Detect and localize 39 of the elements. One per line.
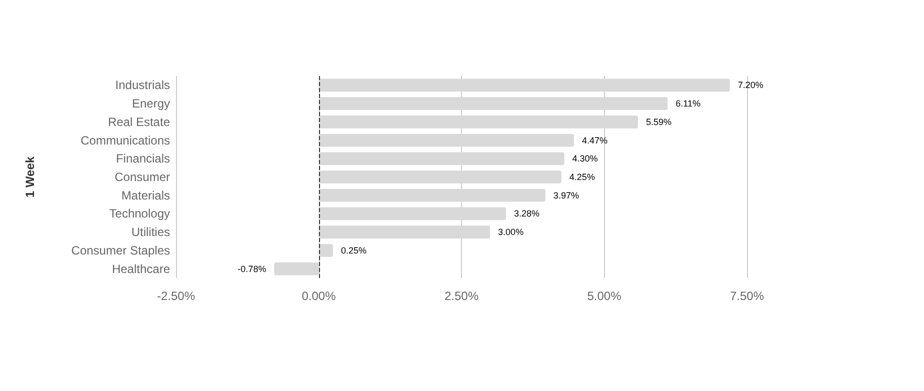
x-tick-label: 2.50% [444,289,479,303]
data-label: 3.97% [553,190,579,200]
data-label: -0.78% [238,264,266,274]
data-label: 4.47% [582,135,608,146]
x-tick-label: 5.00% [587,289,622,303]
y-tick-label: Utilities [131,225,170,240]
bar [318,134,574,147]
x-tick-label: 0.00% [302,289,336,303]
y-tick-label: Materials [121,188,170,202]
data-label: 6.11% [676,98,700,109]
data-label: 4.25% [569,172,595,182]
data-label: 3.00% [498,227,524,238]
data-label: 3.28% [514,208,540,219]
y-tick-label: Healthcare [112,262,170,276]
y-tick-label: Technology [109,206,170,221]
bar [318,170,562,184]
y-tick-label: Consumer [114,170,170,184]
bar [318,115,638,128]
y-axis-title: 1 Week [23,156,37,198]
data-label: 7.20% [738,80,764,90]
bar [318,207,506,220]
data-label: 4.30% [572,154,598,164]
y-tick-label: Financials [116,152,170,166]
bar [318,152,564,166]
y-tick-label: Real Estate [108,114,170,129]
bar [318,244,334,257]
bar [318,188,546,202]
bar [318,78,730,92]
bar [274,262,319,276]
x-tick-label: 7.50% [730,289,764,303]
y-tick-label: Communications [80,133,170,148]
y-tick-label: Industrials [115,78,170,92]
data-label: 5.59% [646,116,672,127]
data-label: 0.25% [341,245,367,256]
bar [318,97,668,110]
bar [318,226,490,239]
y-tick-label: Consumer Staples [71,243,170,258]
x-tick-label: -2.50% [156,289,196,303]
y-tick-label: Energy [132,96,170,111]
